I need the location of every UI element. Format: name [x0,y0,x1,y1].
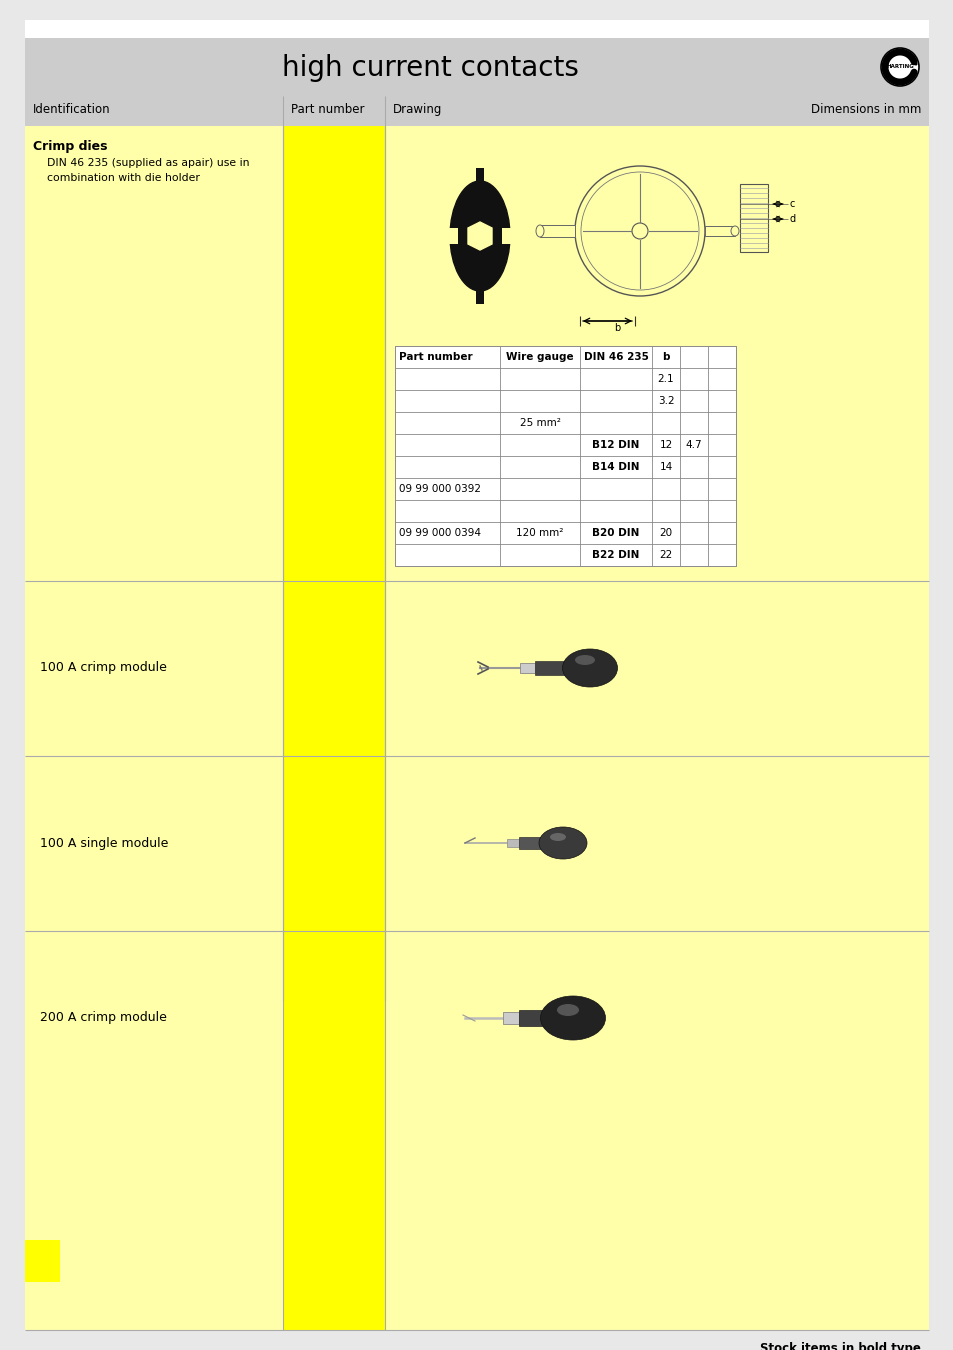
Text: Dimensions in mm: Dimensions in mm [810,103,920,116]
Bar [501,228,512,244]
Text: 2.1: 2.1 [657,374,674,383]
Text: Crimp dies: Crimp dies [33,140,108,153]
Bar [25,931,928,1106]
Bar [502,1012,518,1025]
Text: Stock items in bold type: Stock items in bold type [760,1342,920,1350]
Text: Wire gauge: Wire gauge [506,352,573,362]
Bar [25,96,928,126]
Ellipse shape [450,181,510,292]
Text: b: b [661,352,669,362]
Text: Identification: Identification [33,103,111,116]
Text: 100 A crimp module: 100 A crimp module [40,662,167,675]
Text: 200 A crimp module: 200 A crimp module [40,1011,167,1025]
Text: DIN 46 235 (supplied as apair) use in: DIN 46 235 (supplied as apair) use in [47,158,250,167]
Text: 12: 12 [659,440,672,450]
Bar [518,1010,554,1026]
Text: b: b [613,323,619,333]
Text: 3.2: 3.2 [657,396,674,406]
Circle shape [889,57,909,77]
Text: 25 mm²: 25 mm² [519,418,559,428]
Text: B22 DIN: B22 DIN [592,549,639,560]
Bar [519,663,535,674]
Bar [283,1106,385,1330]
Ellipse shape [575,655,595,666]
Text: Drawing: Drawing [393,103,442,116]
Bar [283,931,385,1106]
Text: Part number: Part number [398,352,472,362]
Bar [25,580,928,756]
Bar [476,167,483,188]
Text: DIN 46 235: DIN 46 235 [583,352,648,362]
Bar [25,1241,60,1282]
Text: 100 A single module: 100 A single module [40,837,168,849]
Circle shape [914,62,917,66]
Bar [506,838,518,846]
Bar [395,346,735,566]
Text: 4.7: 4.7 [685,440,701,450]
Bar [704,225,734,236]
Text: c: c [789,198,795,209]
Text: combination with die holder: combination with die holder [47,173,200,184]
Bar [25,756,928,932]
Text: B12 DIN: B12 DIN [592,440,639,450]
Ellipse shape [538,828,586,859]
Circle shape [631,223,647,239]
Text: 09 99 000 0392: 09 99 000 0392 [398,485,480,494]
Bar [740,184,767,252]
Text: 22: 22 [659,549,672,560]
Bar [283,756,385,932]
Text: 120 mm²: 120 mm² [516,528,563,539]
Ellipse shape [730,225,739,236]
Ellipse shape [550,833,565,841]
Bar [539,225,575,238]
Text: HARTING: HARTING [885,65,913,69]
Text: d: d [789,215,796,224]
Bar [283,580,385,756]
Bar [25,1106,928,1330]
Polygon shape [468,221,492,250]
Text: 14: 14 [659,462,672,472]
Text: Part number: Part number [291,103,364,116]
Bar [535,662,573,675]
Bar [518,837,548,849]
Text: B20 DIN: B20 DIN [592,528,639,539]
Circle shape [575,166,704,296]
Bar [25,126,928,580]
Text: 09 99 000 0394: 09 99 000 0394 [398,528,480,539]
Circle shape [880,49,918,86]
Bar [25,38,928,96]
Circle shape [580,171,699,290]
Text: high current contacts: high current contacts [281,54,578,82]
Bar [283,126,385,580]
Ellipse shape [540,996,605,1040]
Ellipse shape [536,225,543,238]
Text: B14 DIN: B14 DIN [592,462,639,472]
Text: 20: 20 [659,528,672,539]
Bar [476,284,483,304]
Ellipse shape [557,1004,578,1017]
Bar [448,228,457,244]
Ellipse shape [562,649,617,687]
